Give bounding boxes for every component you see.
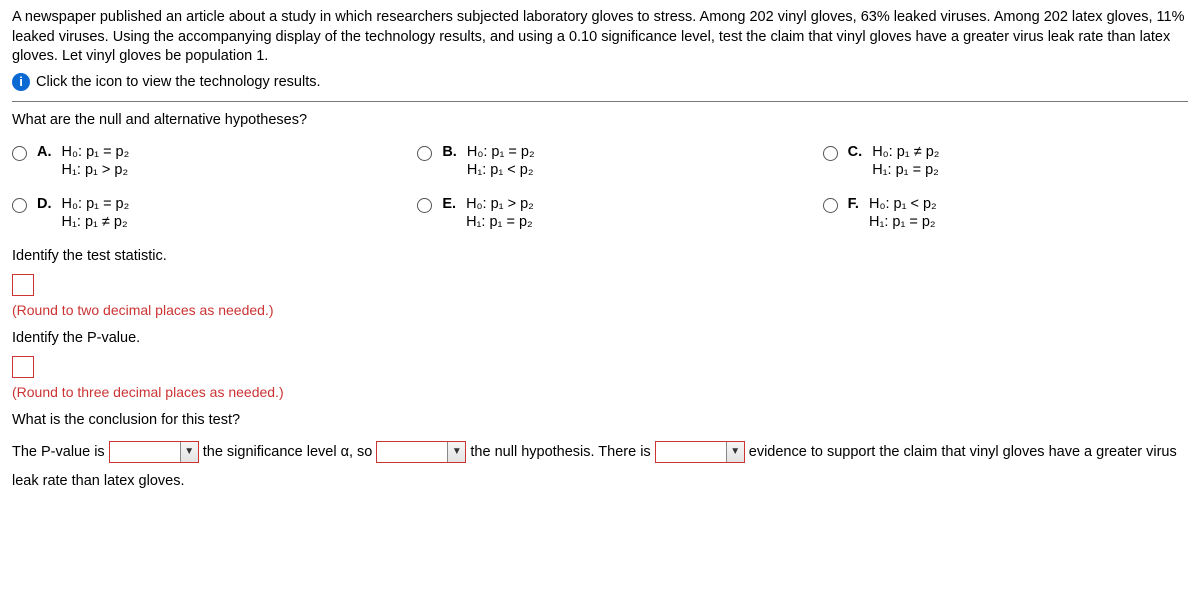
radio-b[interactable] [417, 146, 432, 161]
concl-text-3: the null hypothesis. There is [470, 444, 650, 460]
dropdown-decision[interactable]: ▼ [376, 441, 466, 463]
options-grid: A. H₀: p₁ = p₂ H₁: p₁ > p₂ B. H₀: p₁ = p… [12, 144, 1188, 230]
chevron-down-icon: ▼ [447, 442, 465, 462]
radio-e[interactable] [417, 198, 432, 213]
option-f-h0: H₀: p₁ < p₂ [869, 196, 937, 212]
option-c-h0: H₀: p₁ ≠ p₂ [872, 144, 939, 160]
info-link-text[interactable]: Click the icon to view the technology re… [36, 74, 321, 90]
radio-d[interactable] [12, 198, 27, 213]
option-f[interactable]: F. H₀: p₁ < p₂ H₁: p₁ = p₂ [823, 196, 1188, 230]
conclusion-sentence: The P-value is ▼ the significance level … [12, 438, 1188, 496]
concl-text-2: the significance level α, so [203, 444, 373, 460]
p-value-input[interactable] [12, 356, 34, 378]
problem-statement: A newspaper published an article about a… [12, 8, 1188, 67]
option-b[interactable]: B. H₀: p₁ = p₂ H₁: p₁ < p₂ [417, 144, 782, 178]
hypotheses-question: What are the null and alternative hypoth… [12, 112, 1188, 128]
chevron-down-icon: ▼ [180, 442, 198, 462]
option-d-h0: H₀: p₁ = p₂ [62, 196, 130, 212]
option-a-h0: H₀: p₁ = p₂ [62, 144, 130, 160]
info-link-row[interactable]: i Click the icon to view the technology … [12, 73, 1188, 91]
test-statistic-hint: (Round to two decimal places as needed.) [12, 302, 1188, 318]
option-b-h1: H₁: p₁ < p₂ [467, 162, 535, 178]
dropdown-evidence[interactable]: ▼ [655, 441, 745, 463]
option-label-d: D. [37, 196, 52, 212]
option-c-h1: H₁: p₁ = p₂ [872, 162, 939, 178]
option-f-h1: H₁: p₁ = p₂ [869, 214, 937, 230]
chevron-down-icon: ▼ [726, 442, 744, 462]
test-statistic-label: Identify the test statistic. [12, 248, 1188, 264]
option-label-f: F. [848, 196, 859, 212]
radio-a[interactable] [12, 146, 27, 161]
option-c[interactable]: C. H₀: p₁ ≠ p₂ H₁: p₁ = p₂ [823, 144, 1188, 178]
option-d-h1: H₁: p₁ ≠ p₂ [62, 214, 130, 230]
conclusion-question: What is the conclusion for this test? [12, 412, 1188, 428]
test-statistic-input[interactable] [12, 274, 34, 296]
p-value-label: Identify the P-value. [12, 330, 1188, 346]
radio-f[interactable] [823, 198, 838, 213]
option-e-h0: H₀: p₁ > p₂ [466, 196, 534, 212]
option-e-h1: H₁: p₁ = p₂ [466, 214, 534, 230]
option-a[interactable]: A. H₀: p₁ = p₂ H₁: p₁ > p₂ [12, 144, 377, 178]
option-label-a: A. [37, 144, 52, 160]
option-d[interactable]: D. H₀: p₁ = p₂ H₁: p₁ ≠ p₂ [12, 196, 377, 230]
option-a-h1: H₁: p₁ > p₂ [62, 162, 130, 178]
separator [12, 101, 1188, 102]
option-label-c: C. [848, 144, 863, 160]
option-e[interactable]: E. H₀: p₁ > p₂ H₁: p₁ = p₂ [417, 196, 782, 230]
option-label-e: E. [442, 196, 456, 212]
concl-text-1: The P-value is [12, 444, 105, 460]
option-label-b: B. [442, 144, 457, 160]
info-icon[interactable]: i [12, 73, 30, 91]
radio-c[interactable] [823, 146, 838, 161]
dropdown-compare[interactable]: ▼ [109, 441, 199, 463]
p-value-hint: (Round to three decimal places as needed… [12, 384, 1188, 400]
option-b-h0: H₀: p₁ = p₂ [467, 144, 535, 160]
